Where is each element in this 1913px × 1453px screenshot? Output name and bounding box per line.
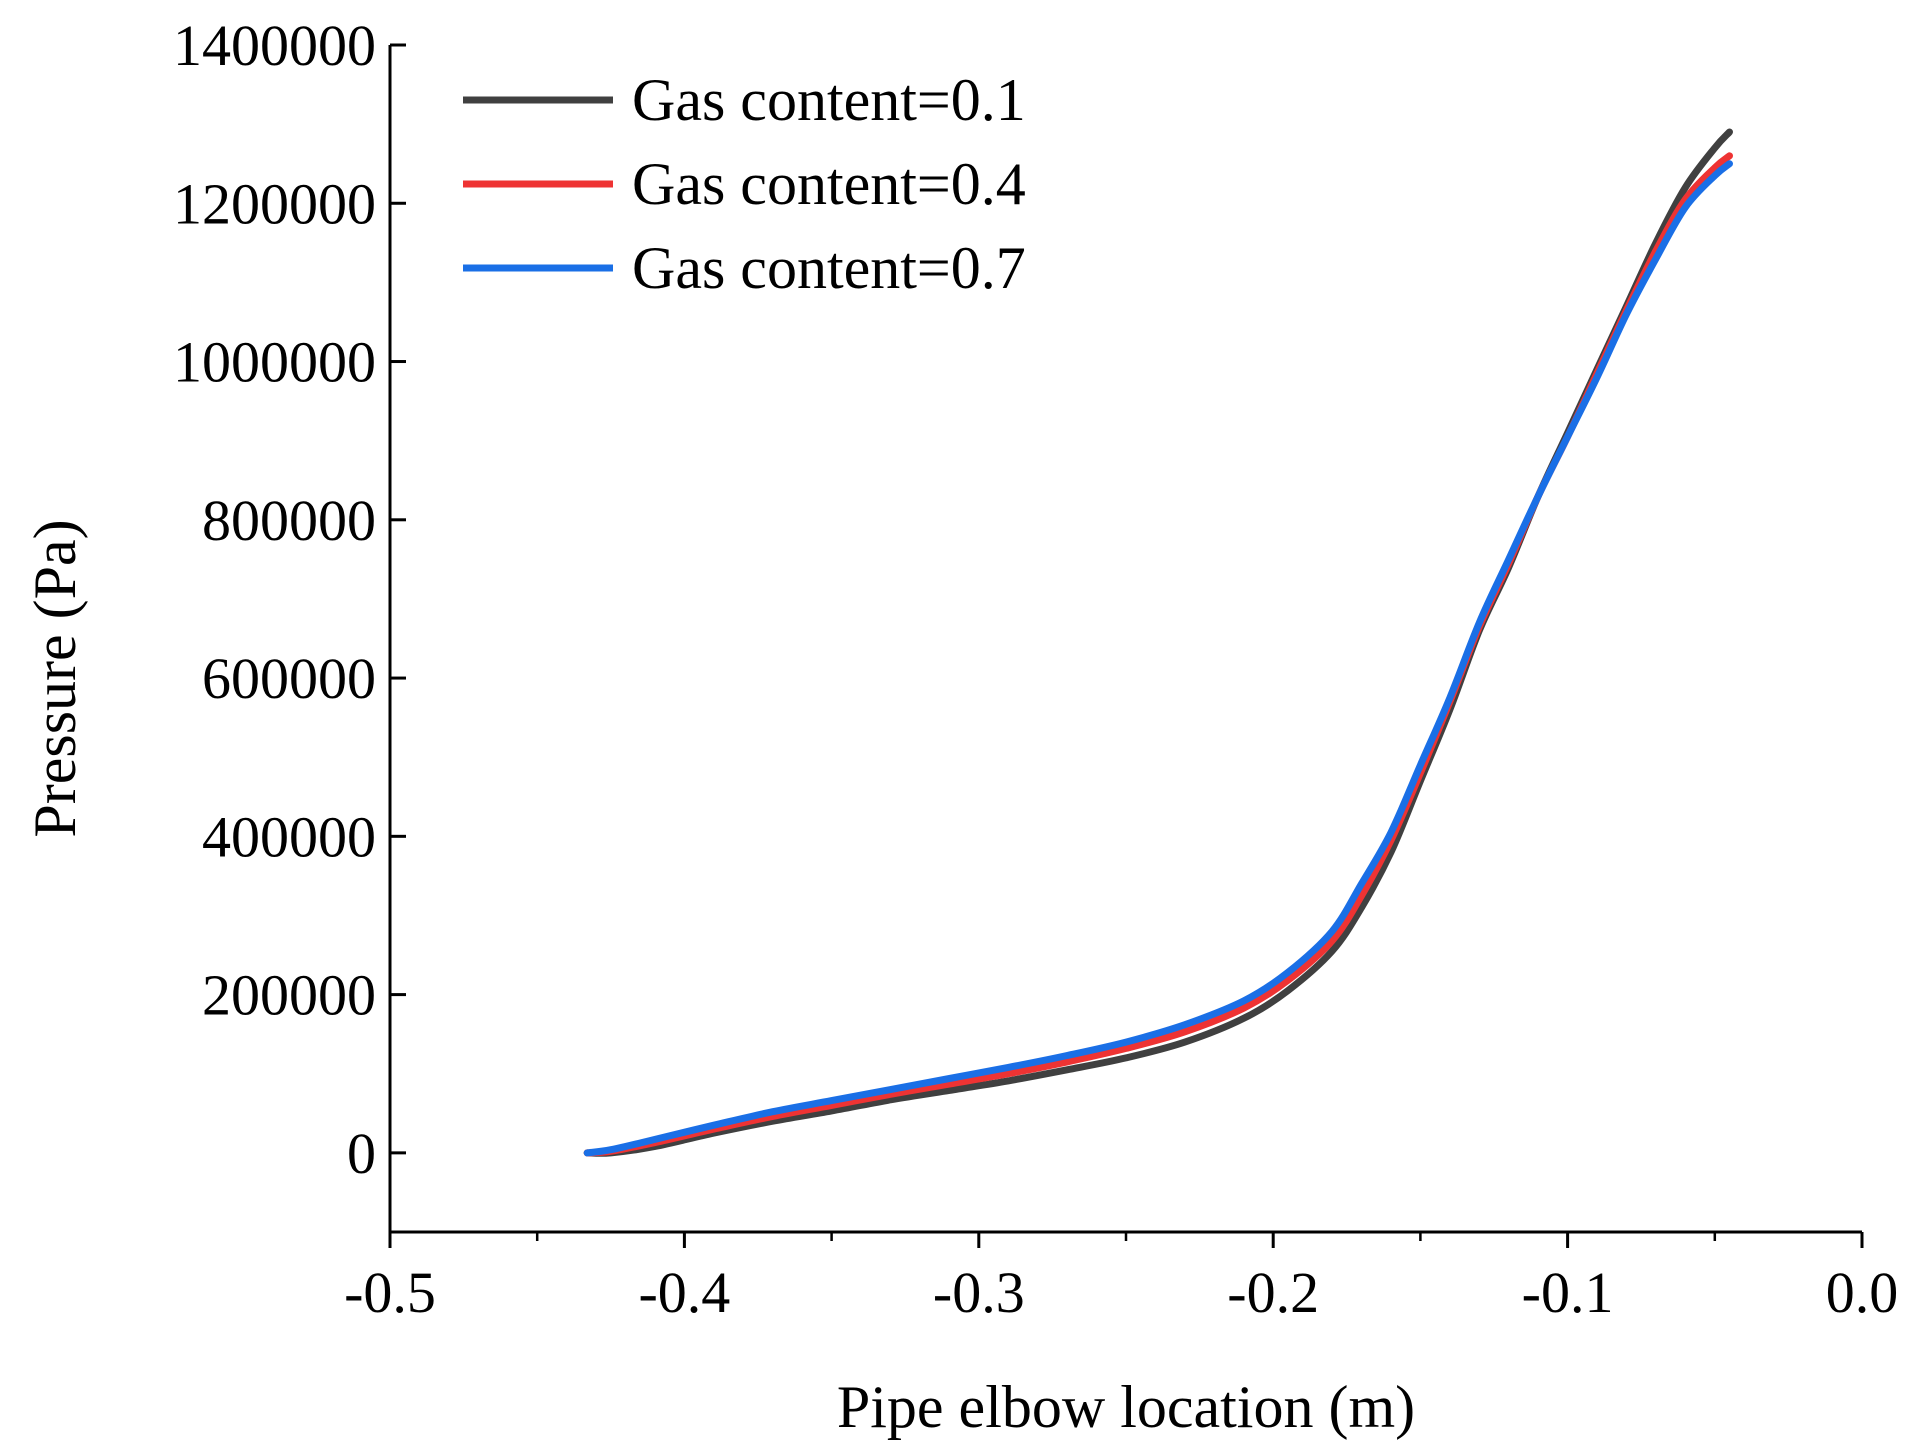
legend-item: Gas content=0.7	[463, 235, 1026, 301]
axes: 0 200000 400000 600000 800000 1000000 1200000 1…	[173, 13, 1898, 1325]
legend: Gas content=0.1 Gas content=0.4 Gas conten…	[463, 67, 1026, 301]
series-layer	[583, 128, 1733, 1157]
y-tick-label: 1000000	[173, 330, 376, 395]
y-tick-label: 800000	[202, 488, 376, 553]
legend-item: Gas content=0.1	[463, 67, 1026, 133]
y-axis-label: Pressure (Pa)	[22, 519, 88, 837]
x-tick-label: -0.3	[933, 1260, 1025, 1325]
y-tick-label: 600000	[202, 646, 376, 711]
x-tick-label: -0.2	[1227, 1260, 1319, 1325]
x-tick-label: -0.4	[638, 1260, 730, 1325]
series-line	[583, 160, 1733, 1157]
y-tick-label: 1400000	[173, 13, 376, 78]
x-tick-label: 0.0	[1826, 1260, 1899, 1325]
legend-item: Gas content=0.4	[463, 151, 1026, 217]
y-tick-label: 200000	[202, 963, 376, 1028]
y-tick-label: 1200000	[173, 171, 376, 236]
legend-label: Gas content=0.1	[632, 67, 1026, 133]
x-tick-label: -0.1	[1522, 1260, 1614, 1325]
y-tick-label: 400000	[202, 804, 376, 869]
series-3	[583, 160, 1733, 1157]
legend-label: Gas content=0.4	[632, 151, 1026, 217]
y-tick-label: 0	[347, 1121, 376, 1186]
legend-label: Gas content=0.7	[632, 235, 1026, 301]
x-tick-label: -0.5	[344, 1260, 436, 1325]
x-axis-label: Pipe elbow location (m)	[837, 1374, 1415, 1440]
